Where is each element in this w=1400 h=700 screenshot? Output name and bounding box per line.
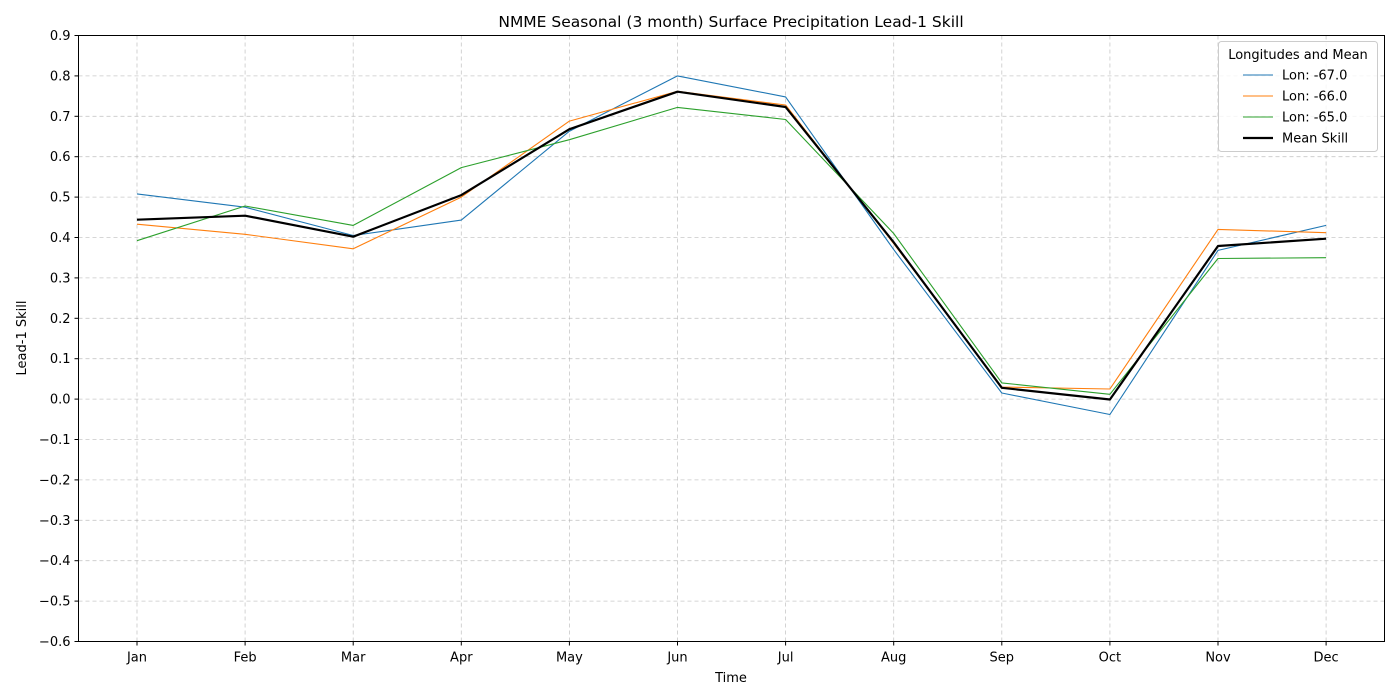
- y-tick-label: −0.3: [39, 514, 71, 529]
- y-axis: −0.6 −0.5 −0.4 −0.3 −0.2 −0.1 0.0 0.1 0.2 0.3 0.4 0…: [39, 29, 79, 650]
- x-axis: Jan Feb Mar Apr May Jun Jul Aug Sep Oct Nov Dec: [126, 641, 1339, 666]
- x-axis-label: Time: [714, 671, 747, 686]
- legend-entry-label: Lon: -67.0: [1282, 69, 1347, 84]
- x-tick-label: Nov: [1205, 651, 1231, 666]
- y-tick-label: 0.0: [50, 393, 71, 408]
- chart-title: NMME Seasonal (3 month) Surface Precipit…: [498, 13, 963, 31]
- y-tick-label: −0.1: [39, 433, 71, 448]
- plot-area-frame: [78, 35, 1385, 642]
- y-axis-label: Lead-1 Skill: [15, 301, 30, 376]
- y-tick-label: 0.8: [50, 69, 71, 84]
- series-line-1: [136, 90, 1327, 390]
- series-lines: [136, 75, 1327, 416]
- series-line-0: [136, 75, 1327, 416]
- x-tick-label: Jun: [666, 651, 687, 666]
- y-tick-label: 0.4: [50, 231, 71, 246]
- legend-frame: [1218, 41, 1378, 152]
- x-tick-label: Jan: [126, 651, 147, 666]
- y-tick-label: −0.5: [39, 595, 71, 610]
- x-tick-label: Oct: [1099, 651, 1121, 666]
- y-tick-label: 0.2: [50, 312, 71, 327]
- legend-title: Longitudes and Mean: [1228, 48, 1368, 63]
- x-tick-label: Jul: [777, 651, 794, 666]
- x-tick-label: Aug: [881, 651, 906, 666]
- x-tick-label: Feb: [234, 651, 257, 666]
- legend: Longitudes and Mean Lon: -67.0 Lon: -66.0…: [1218, 41, 1378, 152]
- series-line-3: [136, 90, 1327, 401]
- x-tick-label: Dec: [1314, 651, 1339, 666]
- y-tick-label: 0.5: [50, 191, 71, 206]
- y-tick-label: 0.1: [50, 352, 71, 367]
- x-tick-label: May: [556, 651, 583, 666]
- legend-entry-label: Lon: -65.0: [1282, 111, 1347, 126]
- legend-entry-label: Lon: -66.0: [1282, 90, 1347, 105]
- legend-entry-label: Mean Skill: [1282, 132, 1348, 147]
- y-tick-label: −0.2: [39, 473, 71, 488]
- x-tick-label: Sep: [990, 651, 1015, 666]
- y-tick-label: −0.4: [39, 554, 71, 569]
- y-tick-label: 0.9: [50, 29, 71, 44]
- x-tick-label: Apr: [450, 651, 473, 666]
- y-tick-label: −0.6: [39, 635, 71, 650]
- y-tick-label: 0.3: [50, 271, 71, 286]
- grid: [78, 35, 1385, 642]
- y-tick-label: 0.6: [50, 150, 71, 165]
- y-tick-label: 0.7: [50, 110, 71, 125]
- x-tick-label: Mar: [341, 651, 366, 666]
- series-line-2: [136, 106, 1327, 395]
